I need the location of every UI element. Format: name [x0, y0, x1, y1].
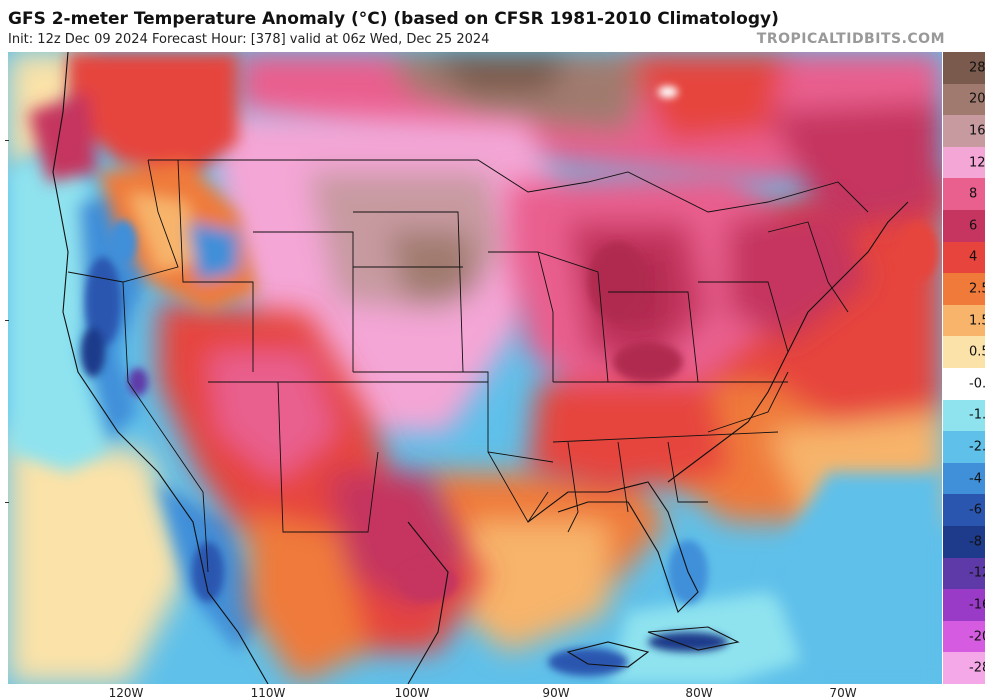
colorbar-swatch	[943, 83, 985, 116]
colorbar-label: 16	[969, 123, 985, 139]
lat-tick-1	[5, 140, 9, 141]
colorbar-swatch	[943, 399, 985, 432]
colorbar-swatch	[943, 273, 985, 306]
colorbar-swatch	[943, 620, 985, 653]
lon-tick-100w: 100W	[394, 686, 430, 700]
colorbar-swatch	[943, 304, 985, 337]
colorbar-label: 20	[969, 91, 985, 107]
lat-tick-3	[5, 502, 9, 503]
colorbar-label: 4	[969, 249, 978, 265]
lon-tick-90w: 90W	[542, 686, 570, 700]
colorbar-label: -4	[969, 471, 982, 487]
colorbar-label: -8	[969, 534, 982, 550]
colorbar-swatch	[943, 241, 985, 274]
map-canvas	[8, 52, 942, 684]
colorbar-label: -0.	[969, 376, 985, 392]
lon-tick-70w: 70W	[829, 686, 857, 700]
colorbar-swatch	[943, 210, 985, 243]
colorbar-label: 8	[969, 186, 978, 202]
temperature-anomaly-map	[8, 52, 942, 684]
colorbar-label: -20	[969, 629, 985, 645]
coastlines	[52, 52, 909, 684]
colorbar-swatch	[943, 336, 985, 369]
colorbar-label: 12	[969, 155, 985, 171]
colorbar-swatch	[943, 178, 985, 211]
colorbar-label: 0.5	[969, 344, 985, 360]
map-title: GFS 2-meter Temperature Anomaly (°C) (ba…	[8, 9, 779, 29]
colorbar-swatch	[943, 368, 985, 401]
colorbar-swatch	[943, 146, 985, 179]
colorbar-label: -1.	[969, 407, 985, 423]
colorbar-label: -16	[969, 597, 985, 613]
colorbar-label: 2.5	[969, 281, 985, 297]
warm-blobs	[398, 86, 938, 602]
colorbar-label: 6	[969, 218, 978, 234]
canada-warm-field	[238, 52, 942, 232]
site-credit[interactable]: TROPICALTIDBITS.COM	[756, 31, 945, 47]
colorbar-swatch	[943, 526, 985, 559]
colorbar-swatch	[943, 557, 985, 590]
colorbar-label: 28	[969, 60, 985, 76]
lon-tick-120w: 120W	[108, 686, 144, 700]
map-subtitle: Init: 12z Dec 09 2024 Forecast Hour: [37…	[8, 32, 490, 47]
colorbar-swatch	[943, 652, 985, 685]
lon-tick-80w: 80W	[685, 686, 713, 700]
lon-tick-110w: 110W	[250, 686, 286, 700]
lat-tick-2	[5, 320, 9, 321]
colorbar-label: -12	[969, 565, 985, 581]
colorbar-label: -28	[969, 660, 985, 676]
colorbar-label: -6	[969, 502, 982, 518]
colorbar-legend: 28 20 16 12 8 6 4 2.5 1.5 0.5 -0. -1. -2. -4 -6 -8 -12 -1…	[943, 52, 985, 685]
colorbar-swatch	[943, 494, 985, 527]
colorbar-label: 1.5	[969, 313, 985, 329]
colorbar-label: -2.	[969, 439, 985, 455]
colorbar-swatch	[943, 52, 985, 85]
boundary-lines	[67, 159, 869, 573]
colorbar-swatch	[943, 431, 985, 464]
colorbar-swatch	[943, 589, 985, 622]
northwest-mixed-field	[28, 52, 258, 312]
colorbar-swatch	[943, 115, 985, 148]
colorbar-swatch	[943, 462, 985, 495]
